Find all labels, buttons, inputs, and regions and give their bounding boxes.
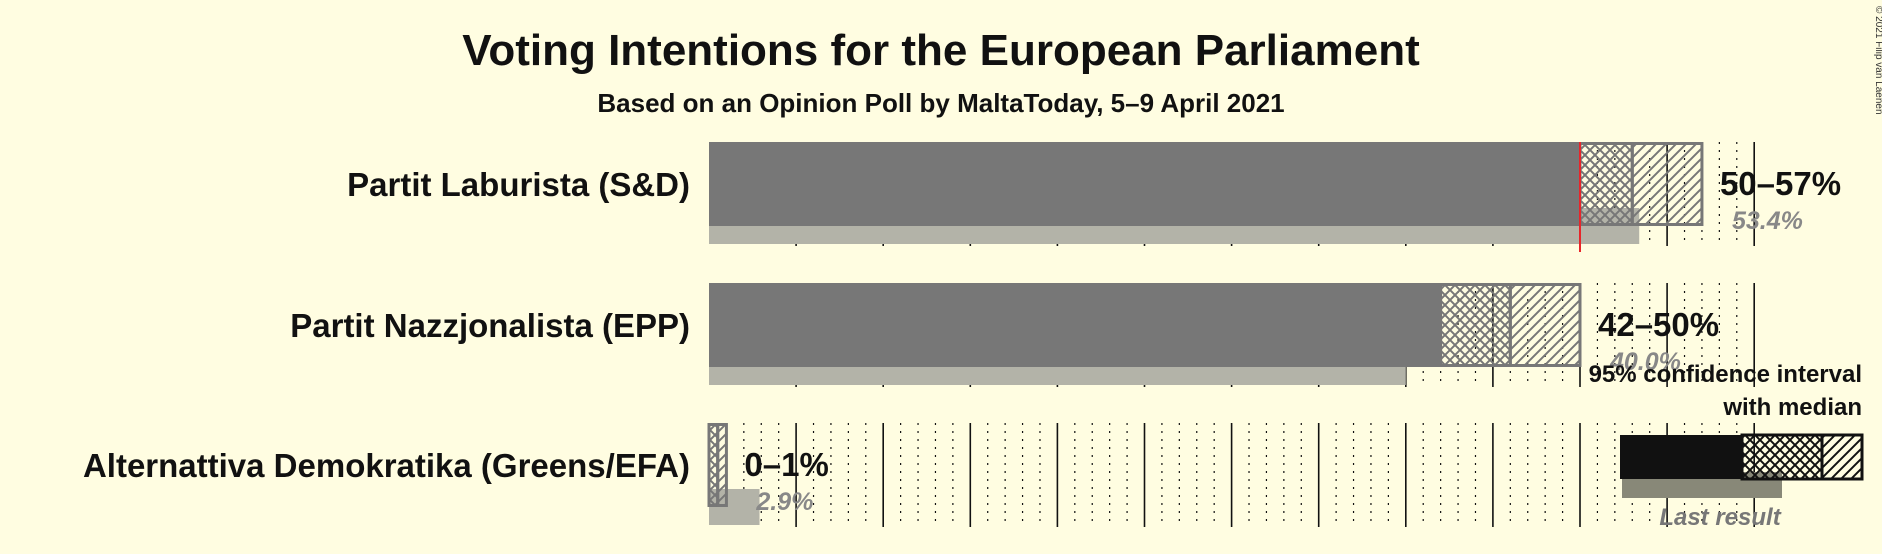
ci-lower-box [1578, 142, 1634, 226]
range-label: 0–1% [744, 446, 828, 483]
ci-upper-box [1508, 283, 1582, 367]
solid-bar [709, 142, 1580, 226]
ci-upper-box [716, 423, 728, 507]
range-label: 50–57% [1720, 165, 1841, 202]
last-result-label: 53.4% [1732, 207, 1803, 235]
chart-title: Voting Intentions for the European Parli… [462, 26, 1420, 75]
bars [707, 142, 1704, 525]
legend-median-label: with median [1722, 394, 1862, 421]
range-label: 42–50% [1598, 306, 1719, 343]
party-label: Partit Nazzjonalista (EPP) [290, 307, 690, 344]
ci-upper-box [1630, 142, 1704, 226]
solid-bar [709, 283, 1441, 367]
chart-subtitle: Based on an Opinion Poll by MaltaToday, … [597, 88, 1284, 118]
ci-lower-box [1439, 283, 1512, 367]
legend-ci-label: 95% confidence interval [1589, 361, 1862, 388]
copyright: © 2021 Filip van Laenen [1873, 6, 1882, 115]
last-result-label: 40.0% [1609, 348, 1681, 376]
party-label: Alternattiva Demokratika (Greens/EFA) [83, 447, 690, 484]
last-result-label: 2.9% [755, 488, 813, 516]
legend-hatch-box [1820, 433, 1864, 481]
legend-crosshatch-box [1740, 433, 1824, 481]
legend-last-result-label: Last result [1659, 504, 1781, 531]
legend-solid-bar [1620, 435, 1742, 479]
legend: 95% confidence interval with median Last… [1589, 361, 1864, 531]
labels: Partit Laburista (S&D) 50–57% 53.4% Partit … [83, 165, 1841, 516]
party-label: Partit Laburista (S&D) [347, 166, 690, 203]
